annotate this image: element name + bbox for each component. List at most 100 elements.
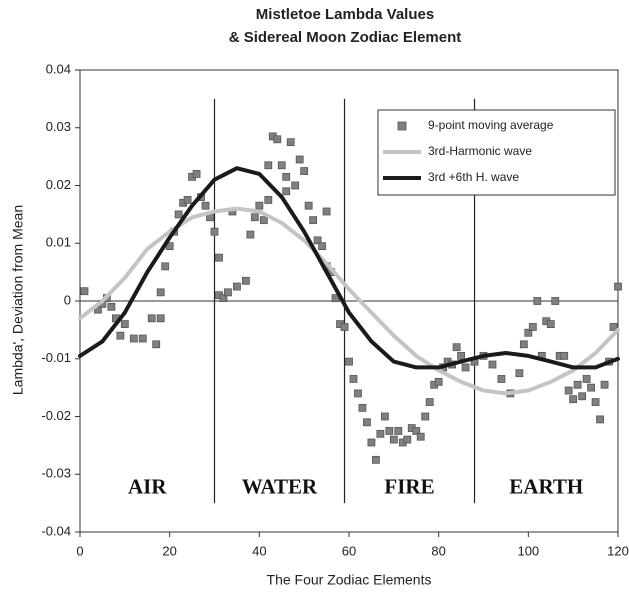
scatter-point xyxy=(273,135,282,144)
scatter-point xyxy=(282,187,291,196)
scatter-point xyxy=(564,386,573,395)
scatter-point xyxy=(174,210,183,219)
scatter-point xyxy=(345,357,353,366)
scatter-point xyxy=(313,236,322,245)
scatter-point xyxy=(116,331,125,340)
y-tick-label: 0.04 xyxy=(46,61,71,76)
y-tick-label: -0.02 xyxy=(41,408,71,423)
scatter-point xyxy=(354,389,362,398)
scatter-point xyxy=(519,340,528,349)
scatter-point xyxy=(452,343,461,352)
scatter-point xyxy=(156,288,165,297)
wave-line xyxy=(78,206,620,396)
scatter-point xyxy=(295,155,304,164)
scatter-point xyxy=(457,351,465,360)
legend-text: 3rd +6th H. wave xyxy=(428,170,519,184)
scatter-point xyxy=(215,253,223,262)
scatter-point xyxy=(304,201,313,210)
scatter-point xyxy=(528,323,537,331)
y-tick-label: -0.04 xyxy=(41,523,71,538)
scatter-point xyxy=(421,412,430,421)
scatter-point xyxy=(546,320,555,329)
scatter-point xyxy=(600,380,609,389)
scatter-point xyxy=(515,369,524,378)
x-tick-label: 0 xyxy=(76,543,83,558)
scatter-point xyxy=(425,398,434,406)
x-tick-label: 80 xyxy=(431,543,445,558)
scatter-point xyxy=(385,427,394,435)
scatter-point xyxy=(524,328,533,337)
scatter-point xyxy=(138,334,147,343)
scatter-point xyxy=(363,418,371,427)
y-tick-label: -0.01 xyxy=(41,350,71,365)
scatter-point xyxy=(120,320,129,329)
scatter-point xyxy=(587,383,595,392)
x-tick-label: 120 xyxy=(607,543,629,558)
scatter-point xyxy=(286,138,295,147)
scatter-point xyxy=(380,412,389,421)
scatter-point xyxy=(210,227,219,236)
y-tick-label: 0.02 xyxy=(46,177,71,192)
legend-marker xyxy=(397,121,407,131)
region-label: AIR xyxy=(128,475,167,499)
scatter-point xyxy=(264,196,273,204)
scatter-point xyxy=(291,181,300,190)
scatter-point xyxy=(434,377,443,386)
scatter-point xyxy=(107,302,116,311)
scatter-point xyxy=(318,242,327,251)
y-tick-label: 0 xyxy=(64,292,71,307)
scatter-point xyxy=(551,297,560,305)
scatter-point xyxy=(80,287,89,296)
scatter-point xyxy=(533,297,542,305)
y-axis-label: Lambda', Deviation from Mean xyxy=(10,205,26,395)
scatter-point xyxy=(322,207,331,216)
scatter-point xyxy=(389,435,398,444)
scatter-point xyxy=(573,380,582,389)
scatter-point xyxy=(569,395,578,404)
scatter-point xyxy=(403,435,412,444)
chart-subtitle: & Sidereal Moon Zodiac Element xyxy=(229,29,462,46)
scatter-point xyxy=(609,323,618,331)
scatter-point xyxy=(376,429,385,438)
scatter-point xyxy=(497,375,506,383)
scatter-point xyxy=(582,375,591,383)
scatter-point xyxy=(282,172,291,181)
scatter-point xyxy=(300,167,309,175)
scatter-point xyxy=(161,262,170,271)
chart-title: Mistletoe Lambda Values xyxy=(256,6,434,23)
scatter-point xyxy=(224,288,232,297)
scatter-point xyxy=(578,392,587,401)
scatter-point xyxy=(309,216,318,225)
scatter-point xyxy=(201,201,210,210)
scatter-point xyxy=(241,276,250,285)
scatter-point xyxy=(349,375,358,383)
scatter-point xyxy=(156,314,165,323)
scatter-point xyxy=(371,455,380,464)
legend-text: 3rd-Harmonic wave xyxy=(428,144,532,158)
legend-text: 9-point moving average xyxy=(428,118,554,132)
region-label: EARTH xyxy=(509,475,583,499)
x-tick-label: 40 xyxy=(252,543,266,558)
x-axis-label: The Four Zodiac Elements xyxy=(267,572,432,588)
scatter-point xyxy=(233,282,241,291)
scatter-point xyxy=(614,282,622,291)
y-tick-label: -0.03 xyxy=(41,466,71,481)
wave-line xyxy=(78,166,620,370)
scatter-point xyxy=(416,432,425,441)
scatter-point xyxy=(192,170,201,178)
scatter-point xyxy=(394,427,403,435)
scatter-point xyxy=(340,323,349,331)
scatter-point xyxy=(461,363,470,372)
scatter-point xyxy=(591,398,600,406)
scatter-point xyxy=(412,427,421,435)
y-tick-label: 0.03 xyxy=(46,119,71,134)
scatter-point xyxy=(246,230,255,239)
x-tick-label: 100 xyxy=(517,543,539,558)
y-tick-label: 0.01 xyxy=(46,235,71,250)
scatter-point xyxy=(250,213,259,222)
x-tick-label: 20 xyxy=(162,543,176,558)
scatter-point xyxy=(129,334,138,343)
scatter-point xyxy=(358,403,367,412)
scatter-point xyxy=(152,340,161,349)
